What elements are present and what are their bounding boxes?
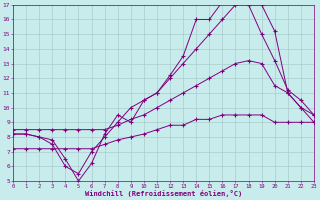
X-axis label: Windchill (Refroidissement éolien,°C): Windchill (Refroidissement éolien,°C): [85, 190, 242, 197]
